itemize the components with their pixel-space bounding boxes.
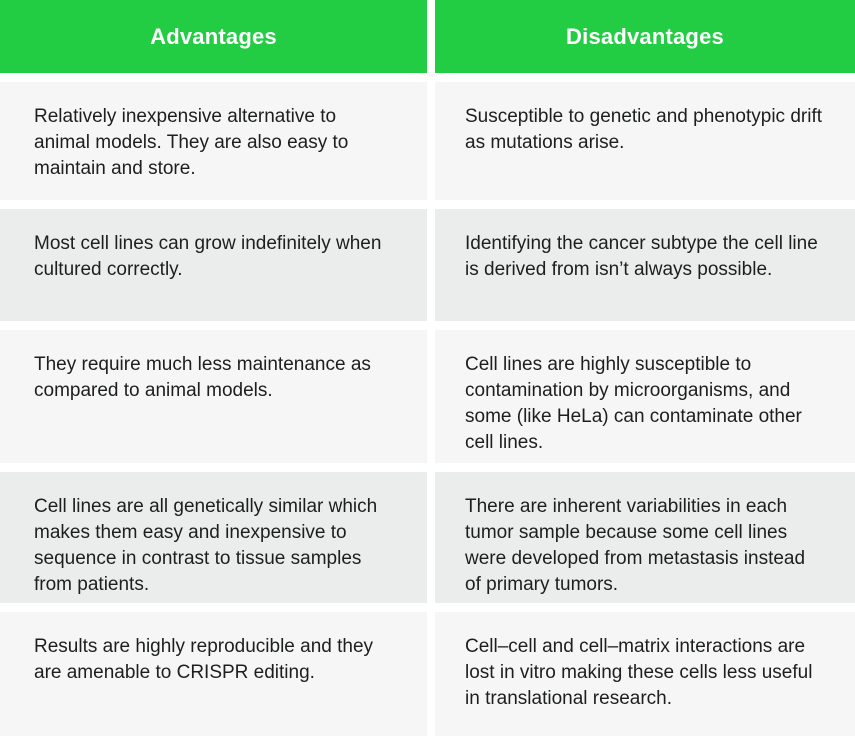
disadvantage-cell-5: Cell–cell and cell–matrix interactions a… — [435, 612, 855, 736]
disadvantage-cell-3: Cell lines are highly susceptible to con… — [435, 330, 855, 463]
advantage-cell-1: Relatively inexpensive alternative to an… — [0, 82, 427, 200]
advantage-cell-5: Results are highly reproducible and they… — [0, 612, 427, 736]
disadvantage-cell-1: Susceptible to genetic and phenotypic dr… — [435, 82, 855, 200]
advantage-cell-2: Most cell lines can grow indefinitely wh… — [0, 209, 427, 321]
advantage-cell-3: They require much less maintenance as co… — [0, 330, 427, 463]
disadvantages-header-label: Disadvantages — [566, 23, 724, 49]
advantages-header-label: Advantages — [150, 23, 277, 49]
advantage-cell-4: Cell lines are all genetically similar w… — [0, 472, 427, 603]
disadvantages-column-header: Disadvantages — [435, 0, 855, 73]
disadvantage-cell-4: There are inherent variabilities in each… — [435, 472, 855, 603]
disadvantage-cell-2: Identifying the cancer subtype the cell … — [435, 209, 855, 321]
advantages-column-header: Advantages — [0, 0, 427, 73]
